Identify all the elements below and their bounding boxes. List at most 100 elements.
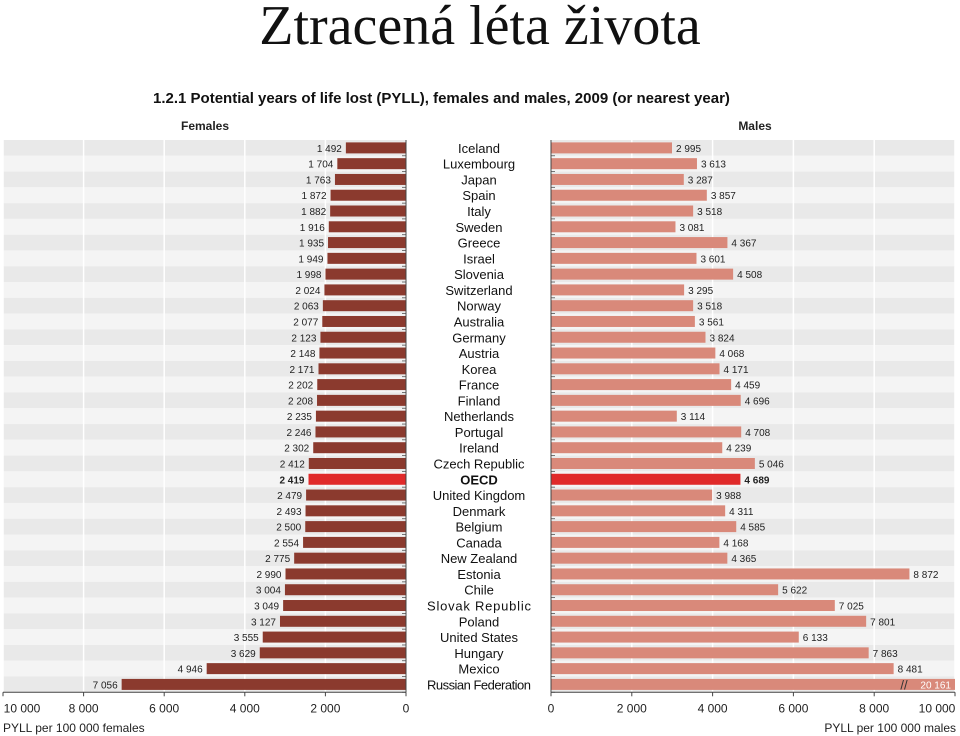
category-label: Luxembourg: [443, 157, 515, 172]
category-label: OECD: [460, 472, 498, 487]
female-value-label: 2 412: [280, 459, 305, 470]
female-bar-greece: [328, 237, 406, 249]
band-female-21: [3, 471, 406, 488]
male-bar-france: [551, 379, 732, 391]
category-label: Chile: [464, 583, 494, 598]
male-value-label: 3 561: [699, 317, 724, 328]
female-bar-australia: [322, 315, 406, 327]
category-label: Norway: [457, 299, 502, 314]
female-bar-slovak-republic: [283, 600, 406, 612]
female-bar-czech-republic: [308, 457, 406, 469]
male-bar-netherlands: [551, 410, 677, 422]
male-bar-united-kingdom: [551, 489, 713, 501]
category-label: Austria: [459, 346, 500, 361]
male-bar-canada: [551, 536, 720, 548]
male-tick-label: 0: [548, 701, 555, 715]
female-value-label: 1 763: [306, 175, 331, 186]
female-value-label: 1 872: [302, 191, 327, 202]
male-bar-australia: [551, 315, 695, 327]
axes: 0 0 2 000 2 000 4 000 4 000 6 000 6 000 8 000 8 0…: [2, 140, 956, 735]
category-label: United States: [440, 630, 519, 645]
male-bar-korea: [551, 363, 720, 375]
female-bar-sweden: [328, 221, 406, 233]
female-value-label: 7 056: [93, 680, 118, 691]
male-value-label: 4 367: [731, 239, 756, 250]
male-bar-denmark: [551, 505, 726, 517]
male-tick-label: 6 000: [778, 701, 808, 715]
category-label: Italy: [467, 204, 491, 219]
band-female-5: [3, 218, 406, 235]
category-label: Canada: [456, 535, 502, 550]
band-female-16: [3, 392, 406, 409]
male-bar-luxembourg: [551, 158, 697, 170]
female-bar-austria: [319, 347, 406, 359]
males-panel-title: Males: [738, 119, 772, 133]
male-value-label: 3 857: [711, 191, 736, 202]
male-bar-slovenia: [551, 268, 734, 280]
male-bar-norway: [551, 300, 694, 312]
female-tick-label: 0: [403, 701, 410, 715]
female-bar-denmark: [305, 505, 406, 517]
female-bar-united-states: [262, 631, 406, 643]
band-female-22: [3, 487, 406, 503]
male-bar-hungary: [551, 647, 869, 659]
female-bar-estonia: [285, 568, 406, 580]
male-value-label: 4 068: [719, 349, 744, 360]
category-label: Mexico: [458, 662, 499, 677]
female-value-label: 2 123: [291, 333, 316, 344]
category-label: Russian Federation: [427, 677, 531, 692]
male-value-label: 3 287: [688, 175, 713, 186]
male-value-label: 4 168: [723, 538, 748, 549]
male-value-label: 3 613: [701, 160, 726, 171]
band-female-0: [3, 140, 406, 156]
female-value-label: 1 704: [308, 160, 333, 171]
female-value-label: 2 493: [277, 507, 302, 518]
female-bar-japan: [334, 173, 406, 185]
male-value-label: 4 508: [737, 270, 762, 281]
slide-title: Ztracená léta života: [259, 0, 701, 57]
male-value-label: 5 622: [782, 586, 807, 597]
male-bar-czech-republic: [551, 457, 755, 469]
female-bar-norway: [322, 300, 406, 312]
female-bar-chile: [284, 584, 406, 596]
male-value-label: 3 081: [679, 223, 704, 234]
female-value-label: 2 479: [277, 491, 302, 502]
female-value-label: 1 916: [300, 223, 325, 234]
male-value-label: 4 689: [744, 475, 769, 486]
female-bar-portugal: [315, 426, 406, 438]
male-value-label: 4 171: [724, 365, 749, 376]
female-value-label: 1 998: [296, 270, 321, 281]
category-label: France: [459, 378, 499, 393]
female-value-label: 2 024: [295, 286, 320, 297]
female-value-label: 3 629: [231, 649, 256, 660]
female-bar-canada: [303, 536, 406, 548]
male-value-label: 7 801: [870, 617, 895, 628]
male-value-label: 4 585: [740, 523, 765, 534]
category-label: Switzerland: [445, 283, 512, 298]
band-female-3: [3, 187, 406, 204]
female-tick-label: 8 000: [69, 701, 99, 715]
chart-title: 1.2.1 Potential years of life lost (PYLL…: [153, 90, 730, 107]
female-value-label: 1 935: [299, 239, 324, 250]
male-bar-slovak-republic: [551, 600, 835, 612]
female-bar-germany: [320, 331, 406, 343]
female-bar-mexico: [206, 663, 406, 675]
band-female-8: [3, 266, 406, 283]
female-bar-oecd: [308, 473, 406, 485]
band-female-10: [3, 297, 406, 314]
male-bar-switzerland: [551, 284, 685, 296]
category-label: United Kingdom: [433, 488, 526, 503]
female-value-label: 3 127: [251, 617, 276, 628]
female-value-label: 3 004: [256, 586, 281, 597]
male-value-label: 3 988: [716, 491, 741, 502]
female-value-label: 2 419: [279, 475, 304, 486]
female-value-label: 2 171: [289, 365, 314, 376]
band-female-6: [3, 234, 406, 251]
female-tick-label: 6 000: [149, 701, 179, 715]
male-bar-israel: [551, 252, 697, 264]
male-bar-japan: [551, 173, 684, 185]
male-bar-chile: [551, 584, 779, 596]
male-bar-portugal: [551, 426, 742, 438]
category-label: Finland: [458, 393, 501, 408]
